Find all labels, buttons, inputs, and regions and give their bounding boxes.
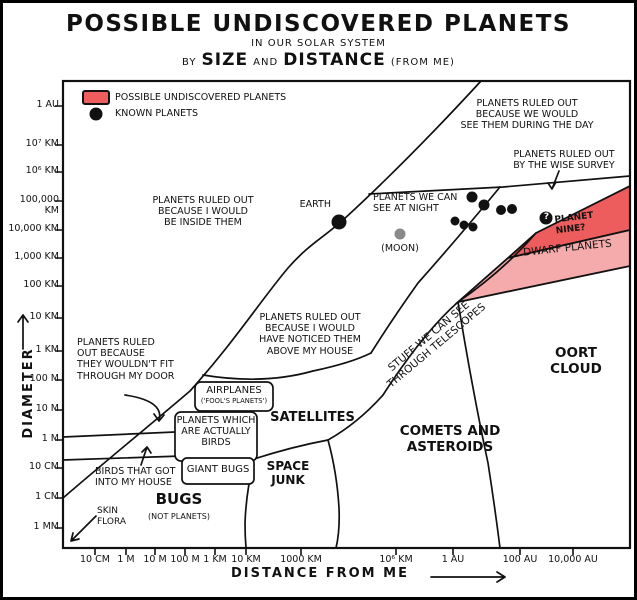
y-tick-label: 10,000 KM [8, 223, 59, 234]
distance-axis-arrow [430, 571, 506, 583]
planet-dot [496, 205, 506, 215]
subtitle-from-me: (FROM ME) [390, 57, 455, 68]
x-axis-label: DISTANCE FROM ME [231, 566, 409, 581]
subtitle-size: SIZE [201, 50, 249, 70]
region-oort-cloud: OORT CLOUD [550, 345, 602, 377]
actually-birds-label: PLANETS WHICH ARE ACTUALLY BIRDS [176, 415, 256, 449]
region-above-my-house: PLANETS RULED OUT BECAUSE I WOULD HAVE N… [259, 312, 361, 357]
telescope-band-left [370, 186, 501, 354]
skin-flora-arrow [70, 515, 97, 542]
planet-dot [459, 220, 469, 230]
subtitle-distance: DISTANCE [283, 50, 386, 70]
x-tick-label: 10,000 AU [548, 554, 598, 565]
x-tick-label: 10 M [143, 554, 167, 565]
wise-arrow [547, 170, 560, 190]
y-tick-label: 100,000 KM [19, 194, 59, 216]
legend-undiscovered-swatch [82, 90, 110, 105]
moon-dot [394, 228, 406, 240]
y-tick-label: 1 MM [33, 521, 59, 532]
planet-dot [468, 222, 478, 232]
diameter-axis-arrow [17, 314, 29, 350]
house-bottom-line [202, 352, 372, 380]
moon-label: (MOON) [381, 243, 419, 254]
y-tick-label: 10⁶ KM [25, 165, 59, 176]
oort-divider-line [457, 301, 501, 549]
x-tick-label: 10⁶ KM [379, 554, 413, 565]
earth-dot [331, 214, 347, 230]
space-junk-top [253, 439, 329, 460]
x-tick-label: 100 M [170, 554, 200, 565]
birds-band-top [62, 431, 176, 438]
y-tick-label: 100 M [29, 373, 59, 384]
region-see-at-night: PLANETS WE CAN SEE AT NIGHT [373, 192, 458, 215]
giant-bugs-box [181, 457, 255, 485]
region-satellites: SATELLITES [270, 410, 355, 425]
planet-nine-marker [539, 211, 553, 225]
subtitle-by: BY [182, 57, 197, 68]
day-boundary-line [368, 175, 631, 195]
y-tick-label: 1 CM [35, 491, 59, 502]
airplanes-box [194, 381, 274, 412]
planet-dot [478, 199, 490, 211]
planet-dot [450, 216, 460, 226]
region-ruled-out-wise: PLANETS RULED OUT BY THE WISE SURVEY [513, 149, 615, 172]
region-bugs-sub: (NOT PLANETS) [148, 512, 210, 521]
x-tick-label: 10 KM [231, 554, 261, 565]
planet-dot [507, 204, 517, 214]
y-tick-label: 10 M [35, 403, 59, 414]
region-space-junk: SPACE JUNK [266, 459, 310, 488]
chart-subtitle: IN OUR SOLAR SYSTEM [251, 38, 386, 49]
main-diagonal-line [62, 80, 482, 499]
y-tick-label: 1,000 KM [14, 251, 59, 262]
question-badge-icon: ? [543, 212, 550, 222]
y-tick-label: 1 KM [35, 344, 60, 355]
known-planet-dots [331, 191, 517, 232]
region-bugs: BUGS [155, 490, 203, 508]
region-inside-them: PLANETS RULED OUT BECAUSE I WOULD BE INS… [152, 195, 254, 229]
y-tick-label: 1 M [41, 433, 59, 444]
region-comets-asteroids: COMETS AND ASTEROIDS [399, 423, 501, 455]
y-axis-ticks [55, 105, 63, 529]
birds-arrow [140, 446, 152, 466]
x-axis-ticks [94, 548, 574, 555]
region-ruled-out-day: PLANETS RULED OUT BECAUSE WE WOULD SEE T… [460, 98, 594, 132]
region-through-my-door: PLANETS RULED OUT BECAUSE THEY WOULDN'T … [77, 337, 175, 382]
region-birds-in-house: BIRDS THAT GOT INTO MY HOUSE [95, 466, 176, 489]
y-tick-label: 10⁷ KM [25, 138, 59, 149]
chart-drawing-layer [17, 79, 632, 583]
x-tick-label: 1 KM [203, 554, 227, 565]
airplanes-sublabel: ('FOOL'S PLANETS') [200, 397, 268, 405]
telescope-band-right [327, 232, 537, 441]
planet-dot [466, 191, 478, 203]
legend-known-dot [89, 107, 103, 121]
region-skin-flora: SKIN FLORA [97, 506, 126, 527]
legend-undiscovered-label: POSSIBLE UNDISCOVERED PLANETS [115, 92, 287, 103]
legend-known-label: KNOWN PLANETS [115, 108, 199, 119]
x-tick-label: 1000 KM [280, 554, 322, 565]
y-tick-label: 1 AU [36, 99, 59, 110]
x-tick-label: 10 CM [80, 554, 110, 565]
birds-band-bottom [62, 455, 183, 461]
y-tick-label: 100 KM [23, 279, 59, 290]
x-tick-label: 1 M [117, 554, 135, 565]
y-tick-label: 10 CM [29, 461, 59, 472]
subtitle-and: AND [253, 57, 279, 68]
plot-border [61, 79, 632, 550]
y-tick-label: 10 KM [29, 311, 59, 322]
door-arrow [124, 394, 165, 422]
giant-bugs-label: GIANT BUGS [186, 464, 250, 475]
airplanes-label: AIRPLANES [206, 385, 262, 396]
space-junk-right [327, 439, 341, 549]
chart-subtitle-2: BY SIZE AND DISTANCE (FROM ME) [3, 50, 634, 70]
x-tick-label: 1 AU [441, 554, 465, 565]
earth-label: EARTH [299, 199, 331, 210]
chart-title: POSSIBLE UNDISCOVERED PLANETS [66, 11, 571, 37]
x-tick-label: 100 AU [502, 554, 538, 565]
